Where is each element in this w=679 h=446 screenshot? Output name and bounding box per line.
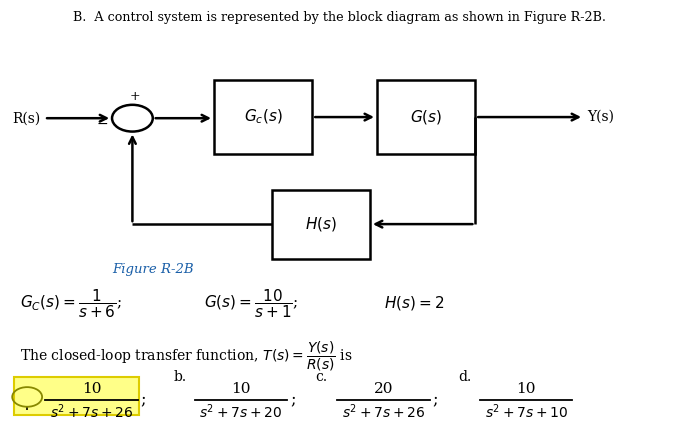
- Text: $G_c(s)$: $G_c(s)$: [244, 108, 282, 126]
- Text: 10: 10: [232, 383, 251, 396]
- Text: Y(s): Y(s): [587, 110, 614, 124]
- Text: $G_C(s) = \dfrac{1}{s+6}$;: $G_C(s) = \dfrac{1}{s+6}$;: [20, 287, 122, 320]
- Text: $H(s)$: $H(s)$: [305, 215, 337, 233]
- Text: R(s): R(s): [12, 111, 41, 125]
- Text: $s^2 + 7s + 10$: $s^2 + 7s + 10$: [485, 402, 568, 421]
- Text: $s^2 + 7s + 20$: $s^2 + 7s + 20$: [200, 402, 282, 421]
- Text: c.: c.: [316, 370, 328, 384]
- Bar: [377, 80, 475, 154]
- Text: b.: b.: [173, 370, 186, 384]
- Text: $G(s) = \dfrac{10}{s+1}$;: $G(s) = \dfrac{10}{s+1}$;: [204, 287, 298, 320]
- Text: +: +: [129, 90, 140, 103]
- Text: −: −: [97, 116, 109, 131]
- Bar: [272, 190, 370, 259]
- Text: ;: ;: [141, 391, 146, 408]
- Bar: [14, 377, 139, 415]
- Text: 10: 10: [82, 383, 101, 396]
- Bar: [214, 80, 312, 154]
- Text: ;: ;: [290, 391, 295, 408]
- Text: $s^2 + 7s + 26$: $s^2 + 7s + 26$: [50, 402, 133, 421]
- Text: ;: ;: [433, 391, 438, 408]
- Text: 20: 20: [374, 383, 393, 396]
- Text: 10: 10: [517, 383, 536, 396]
- Text: B.  A control system is represented by the block diagram as shown in Figure R-2B: B. A control system is represented by th…: [73, 11, 606, 24]
- Text: $H(s) = 2$: $H(s) = 2$: [384, 294, 444, 312]
- Text: $s^2 + 7s + 26$: $s^2 + 7s + 26$: [342, 402, 425, 421]
- Text: The closed-loop transfer function, $T(s) = \dfrac{Y(s)}{R(s)}$ is: The closed-loop transfer function, $T(s)…: [20, 340, 353, 373]
- Text: d.: d.: [458, 370, 472, 384]
- Text: $G(s)$: $G(s)$: [410, 108, 442, 126]
- Text: Figure R-2B: Figure R-2B: [112, 263, 194, 276]
